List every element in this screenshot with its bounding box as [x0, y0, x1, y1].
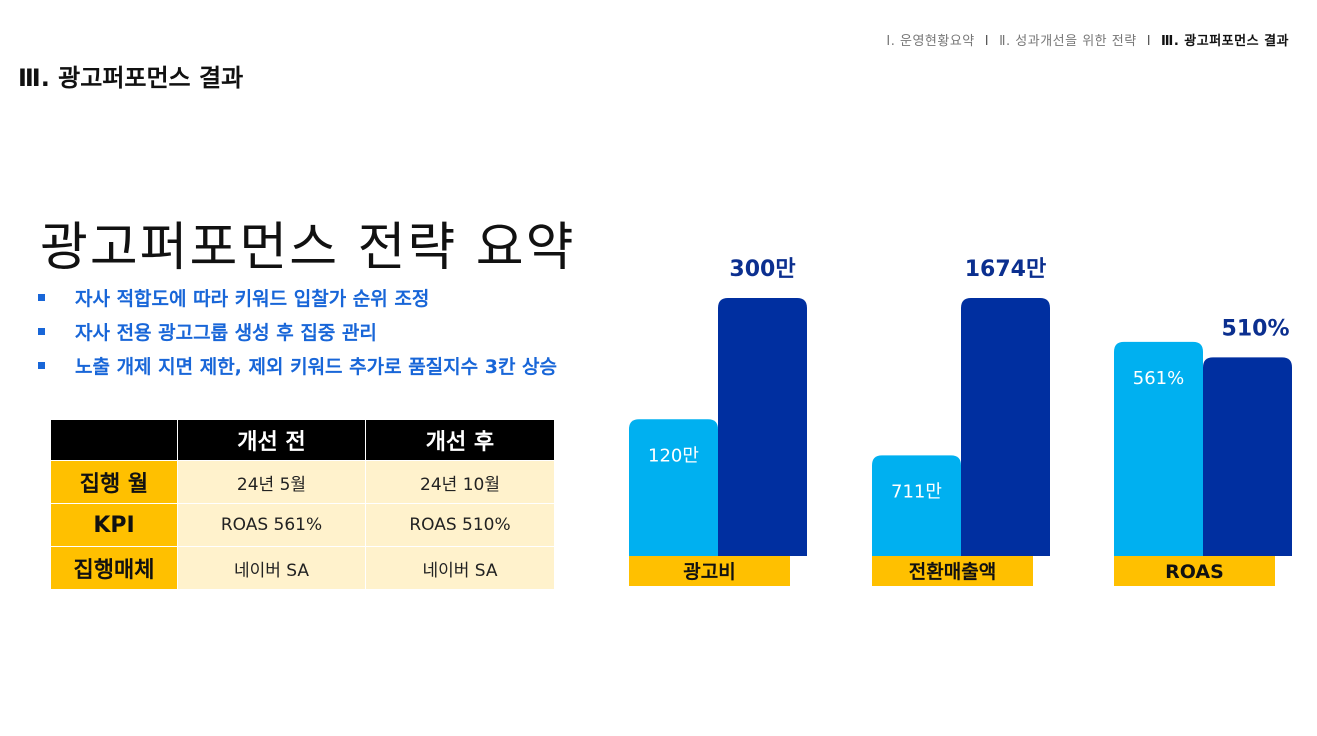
cell-after: 24년 10월: [365, 460, 555, 504]
row-label: KPI: [50, 503, 178, 547]
cell-after: 네이버 SA: [365, 546, 555, 590]
breadcrumb-nav: Ⅰ. 운영현황요약 I Ⅱ. 성과개선을 위한 전략 I Ⅲ. 광고퍼포먼스 결과: [886, 30, 1289, 49]
cell-before: ROAS 561%: [177, 503, 366, 547]
bar-before-label: 711만: [891, 481, 942, 502]
table-header-row: 개선 전 개선 후: [50, 419, 555, 461]
bar-before-label: 120만: [648, 445, 699, 466]
row-label: 집행매체: [50, 546, 178, 590]
bar-before: [629, 419, 718, 556]
table-row: KPI ROAS 561% ROAS 510%: [50, 503, 555, 547]
category-label: ROAS: [1165, 561, 1224, 583]
cell-after: ROAS 510%: [365, 503, 555, 547]
bullet-text: 노출 개제 지면 제한, 제외 키워드 추가로 품질지수 3칸 상승: [75, 355, 558, 378]
bullet-item: 노출 개제 지면 제한, 제외 키워드 추가로 품질지수 3칸 상승: [38, 348, 557, 382]
nav-item-strategy[interactable]: Ⅱ. 성과개선을 위한 전략: [999, 34, 1137, 49]
bar-after-label: 300만: [729, 257, 795, 282]
category-label: 전환매출액: [909, 561, 996, 583]
section-title: Ⅲ. 광고퍼포먼스 결과: [18, 64, 244, 92]
bar-after: [718, 298, 807, 556]
bar-before: [872, 455, 961, 556]
bar-after-label: 1674만: [965, 257, 1046, 282]
nav-item-results[interactable]: Ⅲ. 광고퍼포먼스 결과: [1161, 34, 1289, 49]
category-band: [629, 556, 790, 586]
bullet-item: 자사 전용 광고그룹 생성 후 집중 관리: [38, 314, 557, 348]
nav-item-summary[interactable]: Ⅰ. 운영현황요약: [886, 34, 975, 49]
category-band: [872, 556, 1033, 586]
nav-separator: I: [1146, 34, 1152, 49]
strategy-bullet-list: 자사 적합도에 따라 키워드 입찰가 순위 조정 자사 전용 광고그룹 생성 후…: [38, 280, 557, 382]
table-row: 집행매체 네이버 SA 네이버 SA: [50, 546, 555, 590]
bar-before: [1114, 341, 1203, 556]
bullet-square-icon: [38, 327, 45, 335]
bar-after: [1203, 357, 1292, 556]
cell-before: 24년 5월: [177, 460, 366, 504]
bullet-item: 자사 적합도에 따라 키워드 입찰가 순위 조정: [38, 280, 557, 314]
table-header-after: 개선 후: [365, 419, 555, 461]
bullet-square-icon: [38, 361, 45, 369]
bar-after-label: 510%: [1222, 316, 1290, 341]
category-label: 광고비: [683, 561, 735, 583]
table-header-empty: [50, 419, 178, 461]
comparison-table: 개선 전 개선 후 집행 월 24년 5월 24년 10월 KPI ROAS 5…: [50, 419, 555, 590]
bar-before-label: 561%: [1133, 368, 1184, 389]
bullet-text: 자사 전용 광고그룹 생성 후 집중 관리: [75, 321, 377, 344]
cell-before: 네이버 SA: [177, 546, 366, 590]
row-label: 집행 월: [50, 460, 178, 504]
nav-separator: I: [984, 34, 990, 49]
bullet-text: 자사 적합도에 따라 키워드 입찰가 순위 조정: [75, 287, 430, 310]
page-title: 광고퍼포먼스 전략 요약: [40, 218, 576, 278]
bar-after: [961, 298, 1050, 556]
table-row: 집행 월 24년 5월 24년 10월: [50, 460, 555, 504]
bullet-square-icon: [38, 293, 45, 301]
category-band: [1114, 556, 1275, 586]
